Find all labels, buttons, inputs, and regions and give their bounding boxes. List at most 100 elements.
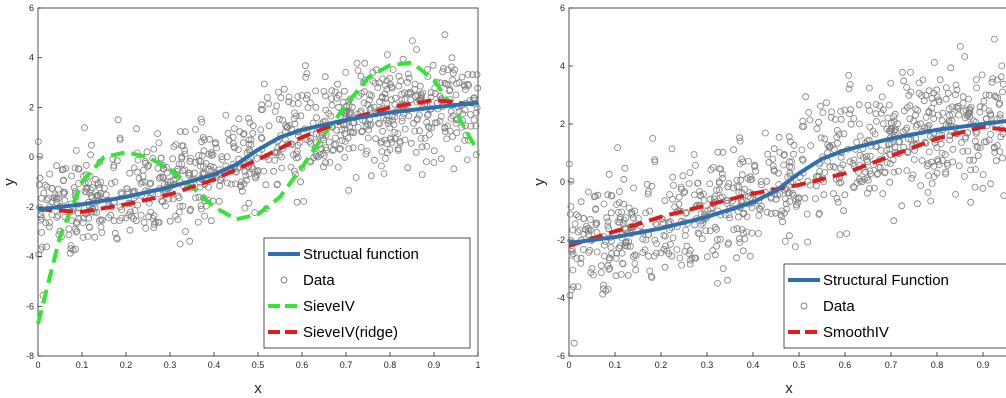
data-point: [209, 151, 217, 159]
data-point: [966, 156, 973, 164]
data-point: [692, 161, 699, 169]
data-point: [846, 81, 854, 88]
data-point: [396, 139, 404, 147]
x-tick-label: 0.6: [839, 360, 852, 370]
data-point: [375, 119, 382, 127]
y-tick-label: -4: [26, 252, 34, 262]
data-point: [330, 141, 338, 149]
data-point: [389, 66, 397, 73]
data-point: [714, 148, 722, 156]
data-point: [588, 264, 596, 272]
data-point: [249, 165, 257, 173]
data-point: [614, 208, 622, 216]
y-tick-label: 4: [29, 53, 34, 63]
data-point: [681, 232, 689, 240]
data-point: [328, 101, 336, 109]
data-point: [300, 197, 308, 205]
data-point: [280, 85, 288, 93]
data-point: [470, 116, 478, 124]
data-point: [369, 68, 377, 76]
data-point: [870, 184, 878, 192]
data-point: [751, 163, 758, 171]
data-point: [917, 120, 924, 128]
data-point: [199, 134, 207, 141]
data-point: [366, 96, 374, 104]
data-point: [155, 174, 163, 182]
data-point: [675, 193, 683, 201]
x-axis-label: x: [785, 380, 793, 397]
data-point: [804, 238, 811, 246]
data-point: [605, 170, 613, 178]
data-point: [218, 153, 226, 161]
data-point: [337, 131, 345, 139]
data-point: [877, 146, 885, 154]
data-point: [590, 193, 598, 201]
data-point: [706, 227, 714, 235]
data-point: [404, 70, 412, 78]
data-point: [733, 254, 740, 262]
data-point: [607, 209, 615, 217]
data-point: [245, 170, 253, 178]
data-point: [433, 119, 441, 126]
data-point: [841, 106, 849, 114]
data-point: [46, 170, 53, 178]
data-point: [96, 192, 104, 200]
data-point: [770, 145, 778, 153]
data-point: [616, 219, 623, 227]
data-point: [586, 215, 594, 223]
data-point: [587, 269, 595, 276]
data-point: [934, 157, 942, 165]
data-point: [898, 202, 906, 210]
data-point: [864, 101, 872, 109]
data-point: [334, 80, 342, 88]
data-point: [198, 138, 206, 146]
data-point: [846, 110, 853, 118]
data-point: [830, 190, 837, 198]
data-point: [412, 148, 420, 156]
data-point: [1000, 192, 1006, 199]
data-point: [178, 154, 186, 162]
data-point: [883, 125, 891, 133]
data-point: [986, 91, 993, 99]
data-point: [715, 165, 723, 173]
data-point: [472, 122, 480, 130]
series-line-smoothiv: [568, 124, 1006, 248]
data-point: [787, 138, 794, 146]
data-point: [449, 133, 457, 141]
data-point: [917, 182, 925, 190]
x-tick-label: 0: [566, 360, 571, 370]
data-point: [627, 242, 634, 250]
data-point: [709, 247, 717, 255]
data-point: [713, 186, 720, 194]
data-point: [786, 198, 794, 205]
data-point: [130, 164, 138, 172]
data-point: [371, 79, 379, 87]
data-point: [98, 229, 106, 236]
data-point: [37, 211, 45, 219]
data-point: [469, 71, 477, 79]
data-point: [586, 226, 594, 234]
data-point: [629, 253, 637, 260]
data-point: [597, 269, 605, 277]
data-point: [46, 219, 53, 226]
data-point: [461, 106, 469, 114]
data-point: [736, 134, 743, 142]
data-point: [358, 127, 366, 135]
data-point: [241, 204, 249, 212]
data-point: [113, 157, 121, 165]
data-point: [585, 188, 592, 196]
data-point: [976, 144, 984, 152]
data-point: [928, 180, 936, 187]
data-point: [186, 157, 194, 165]
data-point: [352, 174, 360, 181]
data-point: [150, 145, 158, 153]
x-tick-label: 0.4: [747, 360, 760, 370]
data-point: [285, 98, 293, 106]
data-point: [322, 144, 330, 152]
data-point: [186, 169, 194, 177]
data-point: [855, 101, 863, 109]
legend-structural: Structual function: [303, 246, 419, 263]
data-point: [88, 141, 95, 149]
data-point: [321, 73, 329, 81]
data-point: [326, 158, 334, 166]
